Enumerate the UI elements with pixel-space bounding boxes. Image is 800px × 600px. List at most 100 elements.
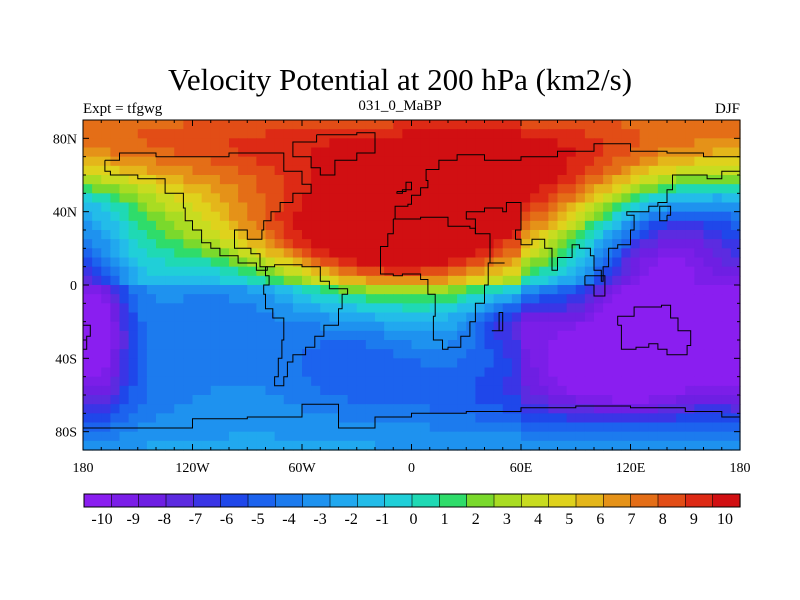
field-cell [575, 202, 586, 213]
field-cell [356, 367, 367, 378]
field-cell [229, 211, 239, 222]
field-cell [256, 211, 267, 222]
field-cell [238, 230, 248, 240]
field-cell [566, 193, 577, 204]
field-cell [356, 147, 367, 158]
field-cell [411, 248, 422, 259]
field-cell [566, 367, 577, 378]
field-cell [356, 202, 367, 213]
field-cell [612, 358, 622, 369]
field-cell [685, 422, 695, 433]
field-cell [420, 312, 431, 323]
field-cell [302, 220, 312, 231]
field-cell [283, 257, 294, 268]
field-cell [274, 303, 285, 314]
field-cell [521, 312, 531, 323]
field-cell [484, 147, 495, 158]
field-cell [128, 220, 139, 231]
field-cell [329, 321, 340, 332]
field-cell [493, 358, 504, 369]
field-cell [320, 404, 330, 414]
field-cell [448, 120, 458, 130]
field-cell [530, 367, 540, 378]
field-cell [146, 312, 157, 323]
field-cell [730, 184, 741, 194]
field-cell [338, 321, 349, 332]
field-cell [511, 367, 522, 378]
field-cell [347, 220, 358, 231]
field-cell [429, 312, 440, 323]
field-cell [584, 395, 595, 405]
field-cell [384, 431, 394, 442]
field-cell [694, 440, 705, 451]
field-cell [165, 303, 175, 314]
field-cell [493, 156, 504, 167]
field-cell [457, 367, 467, 378]
field-cell [320, 184, 330, 194]
field-cell [548, 440, 559, 451]
field-cell [356, 395, 367, 405]
field-cell [101, 422, 111, 433]
field-cell [146, 138, 157, 149]
field-cell [183, 220, 194, 231]
field-cell [174, 248, 184, 259]
field-cell [92, 395, 102, 405]
field-cell [283, 211, 294, 222]
field-cell [219, 340, 230, 350]
field-cell [219, 220, 230, 231]
field-cell [119, 193, 130, 204]
field-cell [502, 321, 513, 332]
field-cell [128, 303, 139, 314]
field-cell [603, 156, 613, 167]
field-cell [502, 156, 513, 167]
field-cell [657, 193, 668, 204]
field-cell [210, 257, 221, 268]
field-cell [466, 248, 476, 259]
field-cell [730, 321, 741, 332]
field-cell [493, 230, 504, 240]
field-cell [557, 175, 568, 185]
field-cell [539, 138, 549, 149]
field-cell [302, 211, 312, 222]
field-cell [83, 303, 93, 314]
field-cell [502, 230, 513, 240]
field-cell [475, 230, 486, 240]
field-cell [667, 312, 677, 323]
field-cell [165, 422, 175, 433]
field-cell [119, 230, 130, 240]
field-cell [694, 404, 705, 414]
field-cell [603, 312, 613, 323]
field-cell [283, 129, 294, 139]
field-cell [128, 312, 139, 323]
field-cell [201, 248, 212, 259]
field-cell [594, 330, 604, 341]
field-cell [521, 431, 531, 442]
field-cell [557, 285, 568, 295]
field-cell [676, 230, 686, 240]
field-cell [429, 193, 440, 204]
field-cell [192, 285, 203, 295]
field-cell [365, 404, 376, 414]
field-cell [174, 211, 184, 222]
field-cell [667, 321, 677, 332]
field-cell [292, 193, 303, 204]
field-cell [621, 376, 632, 387]
field-cell [393, 440, 403, 451]
field-cell [721, 156, 732, 167]
field-cell [457, 202, 467, 213]
field-cell [402, 413, 413, 424]
field-cell [283, 266, 294, 277]
field-cell [311, 404, 321, 414]
field-cell [210, 321, 221, 332]
field-cell [584, 321, 595, 332]
field-cell [511, 248, 522, 259]
field-cell [575, 358, 586, 369]
field-cell [375, 340, 385, 350]
field-cell [365, 395, 376, 405]
field-cell [128, 404, 139, 414]
field-cell [183, 120, 194, 130]
lon-label: 0 [408, 461, 415, 476]
field-cell [92, 239, 102, 249]
field-cell [639, 147, 650, 158]
field-cell [511, 275, 522, 286]
